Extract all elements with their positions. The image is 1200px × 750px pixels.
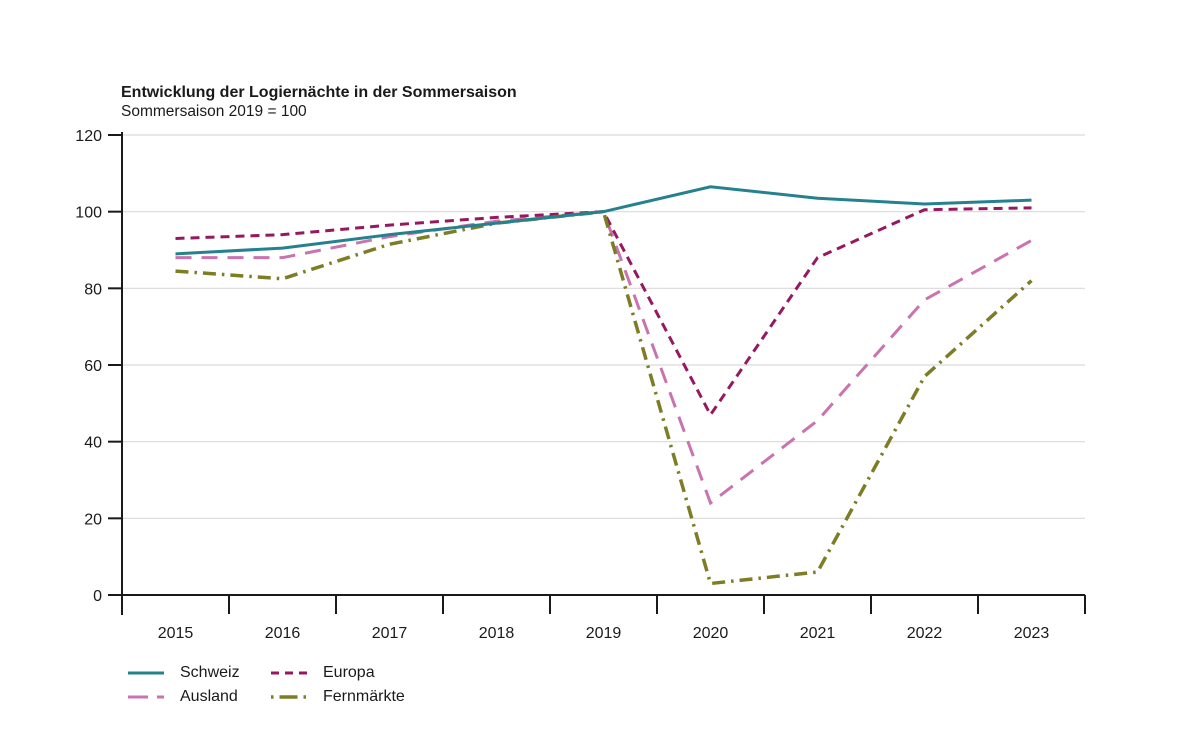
y-tick-label: 80 [84,281,102,298]
x-tick-label: 2018 [479,625,515,642]
y-tick-label: 40 [84,435,102,452]
x-tick-label: 2019 [586,625,622,642]
x-tick-label: 2023 [1014,625,1050,642]
series-line-europa [175,206,1032,418]
x-tick-label: 2016 [265,625,301,642]
series-line-fernmaerkte [175,209,1033,586]
y-tick-label: 0 [93,588,102,605]
x-tick-label: 2015 [158,625,194,642]
chart-subtitle: Sommersaison 2019 = 100 [121,103,307,120]
x-tick-label: 2020 [693,625,729,642]
y-tick-label: 100 [75,205,102,222]
x-tick-label: 2021 [800,625,836,642]
y-tick-label: 20 [84,511,102,528]
y-tick-label: 60 [84,358,102,375]
y-tick-label: 120 [75,128,102,145]
series-line-schweiz [175,185,1032,256]
x-tick-label: 2022 [907,625,943,642]
series-line-ausland [175,210,1033,506]
chart-title: Entwicklung der Logiernächte in der Somm… [121,84,517,101]
x-tick-label: 2017 [372,625,408,642]
